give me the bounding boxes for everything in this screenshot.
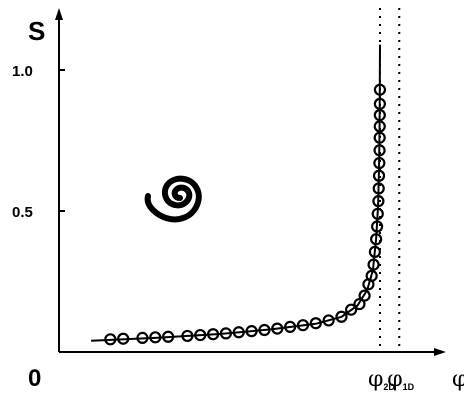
data-point (370, 233, 383, 246)
data-point (296, 319, 310, 332)
data-point (367, 258, 380, 271)
fit-line (91, 44, 381, 342)
data-point (322, 314, 335, 327)
data-point (373, 156, 386, 170)
data-point (368, 245, 381, 258)
data-point (309, 317, 322, 330)
data-point (181, 329, 194, 343)
data-point (373, 97, 386, 110)
data-point (104, 333, 117, 346)
x-axis-arrow (434, 348, 446, 356)
axes (55, 8, 446, 356)
data-point (373, 83, 387, 96)
data-point (371, 220, 384, 233)
data-point (372, 195, 385, 208)
y-tick-label: 1.0 (12, 63, 33, 80)
data-point (373, 144, 386, 157)
data-point (335, 310, 348, 323)
spiral-icon (144, 175, 202, 223)
data-point (245, 325, 258, 338)
data-point (194, 328, 207, 342)
series (91, 44, 387, 346)
y-tick-label: 0.5 (12, 204, 33, 221)
data-point (371, 207, 384, 220)
reference-line-label: φ1D (387, 367, 414, 392)
y-ticks: 1.0 0.5 (12, 63, 65, 221)
x-axis-label: φ (452, 367, 464, 392)
data-point (345, 303, 358, 316)
data-point (206, 328, 220, 341)
data-point (271, 322, 284, 335)
data-point (219, 327, 233, 340)
data-point (117, 332, 130, 345)
data-point (372, 182, 385, 195)
y-axis-label: S (28, 16, 45, 46)
origin-label: 0 (28, 365, 41, 392)
data-point (373, 131, 386, 144)
data-point (232, 326, 245, 339)
data-point (365, 269, 378, 282)
data-point (358, 289, 371, 302)
data-point (258, 323, 271, 337)
data-point (373, 120, 386, 133)
data-point (136, 331, 149, 344)
y-axis-arrow (55, 8, 63, 20)
data-point (284, 320, 297, 334)
data-point (353, 297, 366, 311)
data-point (372, 169, 386, 182)
data-point (373, 109, 386, 122)
data-point (162, 330, 175, 343)
reference-line-subscript: 2D (383, 382, 395, 392)
reference-line-subscript: 1D (403, 382, 415, 392)
data-point (149, 331, 162, 344)
